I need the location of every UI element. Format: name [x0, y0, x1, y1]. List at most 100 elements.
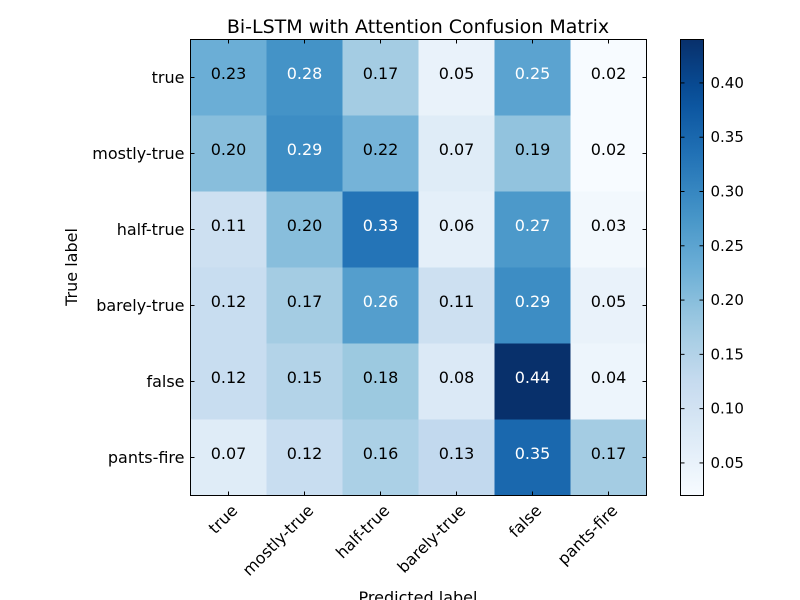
matrix-cell-value: 0.33 [363, 216, 399, 235]
matrix-cell [190, 267, 267, 344]
y-tick-label: false [146, 372, 184, 391]
matrix-cell [494, 191, 571, 268]
x-tick-label: false [505, 501, 545, 541]
matrix-cell [266, 191, 343, 268]
matrix-cell [418, 39, 495, 116]
matrix-cell-value: 0.02 [591, 64, 627, 83]
colorbar-tick-label: 0.40 [711, 74, 744, 92]
matrix-cell-labels: 0.23 0.28 0.17 0.05 0.25 0.02 0.20 0.29 0.22 0.07… [211, 64, 627, 463]
matrix-cell-value: 0.06 [439, 216, 475, 235]
matrix-cell [342, 419, 419, 496]
colorbar-tick-label: 0.25 [711, 237, 744, 255]
matrix-cell-value: 0.04 [591, 368, 627, 387]
matrix-cell-value: 0.27 [515, 216, 551, 235]
matrix-cell-value: 0.07 [439, 140, 475, 159]
y-tick-label: true [152, 68, 185, 87]
matrix-cell-value: 0.18 [363, 368, 399, 387]
matrix-cell-value: 0.17 [287, 292, 323, 311]
matrix-cell-value: 0.12 [287, 444, 323, 463]
matrix-cell-value: 0.29 [287, 140, 323, 159]
matrix-cell-value: 0.44 [515, 368, 551, 387]
matrix-cell-value: 0.07 [211, 444, 247, 463]
matrix-cell [266, 343, 343, 420]
matrix-cell [494, 267, 571, 344]
matrix-cells [190, 39, 647, 496]
colorbar-tick-label: 0.35 [711, 128, 744, 146]
matrix-cell [266, 419, 343, 496]
matrix-cell [266, 115, 343, 192]
matrix-cell [266, 267, 343, 344]
y-tick-label: mostly-true [92, 144, 184, 163]
matrix-cell [342, 115, 419, 192]
matrix-cell [190, 39, 267, 116]
matrix-cell-value: 0.05 [439, 64, 475, 83]
matrix-cell-value: 0.25 [515, 64, 551, 83]
x-tick-label: half-true [332, 501, 393, 562]
y-tick-label: barely-true [96, 296, 184, 315]
matrix-cell-value: 0.11 [439, 292, 475, 311]
matrix-cell [418, 191, 495, 268]
matrix-cell-value: 0.12 [211, 292, 247, 311]
matrix-cell-value: 0.05 [591, 292, 627, 311]
matrix-cell [494, 419, 571, 496]
matrix-cell [570, 191, 647, 268]
matrix-cell [570, 115, 647, 192]
matrix-cell-value: 0.16 [363, 444, 399, 463]
x-axis-label: Predicted label [359, 588, 478, 600]
colorbar-tick-label: 0.05 [711, 454, 744, 472]
x-tick-label: barely-true [393, 501, 469, 577]
matrix-cell [190, 419, 267, 496]
matrix-cell-value: 0.17 [363, 64, 399, 83]
matrix-cell-value: 0.28 [287, 64, 323, 83]
matrix-cell-value: 0.13 [439, 444, 475, 463]
matrix-cell-value: 0.26 [363, 292, 399, 311]
colorbar-tick-label: 0.10 [711, 400, 744, 418]
matrix-cell [494, 343, 571, 420]
matrix-cell [266, 39, 343, 116]
matrix-cell-value: 0.20 [287, 216, 323, 235]
matrix-cell-value: 0.02 [591, 140, 627, 159]
y-axis-ticks: true mostly-true half-true barely-true false… [92, 68, 647, 467]
y-tick-label: pants-fire [108, 448, 185, 467]
matrix-cell-value: 0.22 [363, 140, 399, 159]
matrix-cell-value: 0.20 [211, 140, 247, 159]
matrix-cell-value: 0.08 [439, 368, 475, 387]
y-axis-label: True label [62, 228, 81, 307]
colorbar-tick-label: 0.15 [711, 345, 744, 363]
matrix-cell-value: 0.23 [211, 64, 247, 83]
matrix-cell [342, 191, 419, 268]
matrix-cell [570, 267, 647, 344]
matrix-cell [342, 267, 419, 344]
x-tick-label: pants-fire [554, 501, 622, 569]
colorbar-tick-label: 0.30 [711, 183, 744, 201]
matrix-cell [570, 419, 647, 496]
matrix-cell [418, 115, 495, 192]
matrix-cell-value: 0.11 [211, 216, 247, 235]
colorbar [680, 39, 704, 496]
matrix-cell [494, 115, 571, 192]
colorbar-ticks: 0.05 0.10 0.15 0.20 0.25 0.30 0.35 0.40 [680, 74, 744, 472]
matrix-cell [418, 343, 495, 420]
matrix-cell [418, 267, 495, 344]
matrix-cell [418, 419, 495, 496]
matrix-cell-value: 0.19 [515, 140, 551, 159]
y-tick-label: half-true [117, 220, 185, 239]
matrix-cell [342, 343, 419, 420]
colorbar-tick-label: 0.20 [711, 291, 744, 309]
matrix-cell-value: 0.29 [515, 292, 551, 311]
matrix-cell-value: 0.35 [515, 444, 551, 463]
chart-title: Bi-LSTM with Attention Confusion Matrix [227, 16, 609, 38]
matrix-cell [190, 191, 267, 268]
x-tick-label: mostly-true [239, 501, 318, 580]
matrix-cell [190, 343, 267, 420]
matrix-cell-value: 0.03 [591, 216, 627, 235]
matrix-cell [494, 39, 571, 116]
plot-frame [190, 39, 647, 496]
matrix-cell [190, 115, 267, 192]
matrix-cell-value: 0.12 [211, 368, 247, 387]
matrix-cell [570, 39, 647, 116]
matrix-cell-value: 0.15 [287, 368, 323, 387]
matrix-cell-value: 0.17 [591, 444, 627, 463]
matrix-cell [570, 343, 647, 420]
